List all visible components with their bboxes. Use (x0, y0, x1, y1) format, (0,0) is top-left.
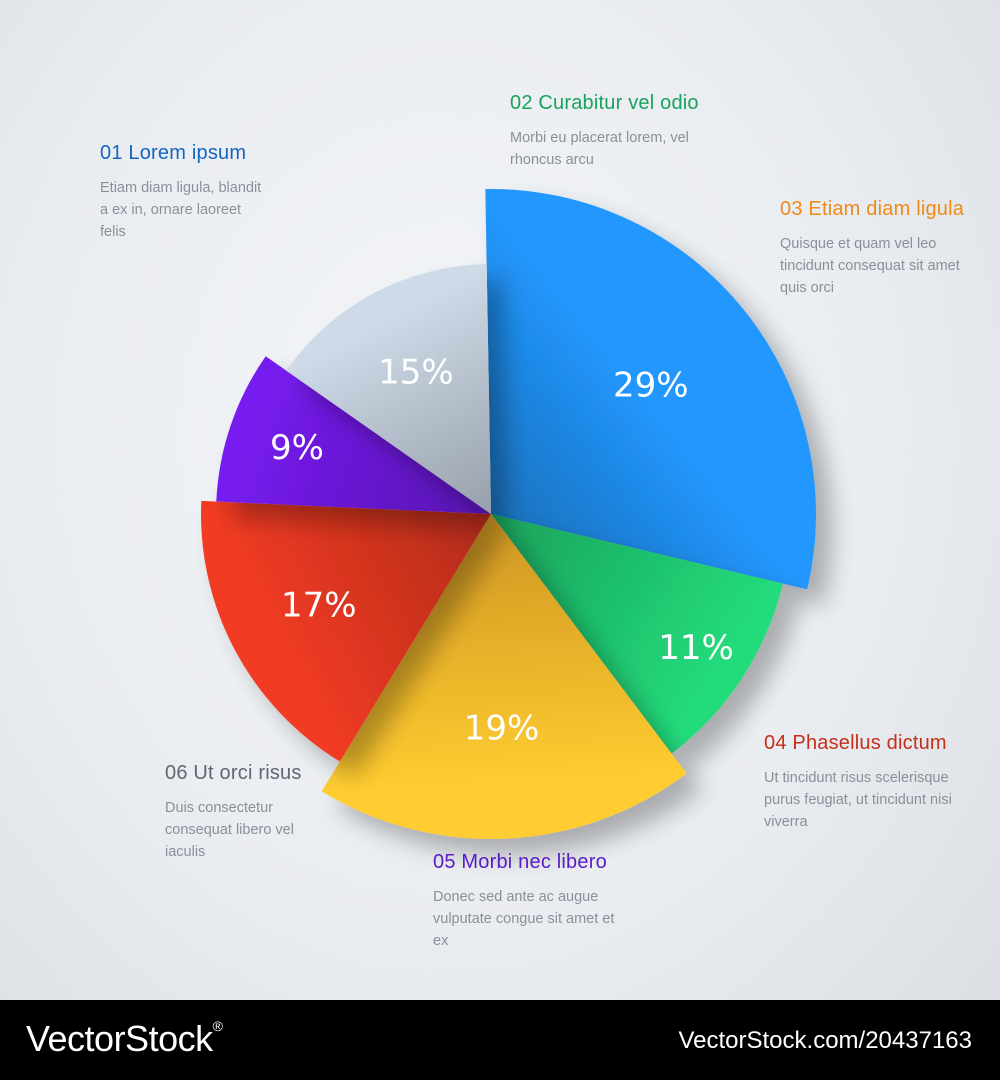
watermark-id: VectorStock.com/20437163 (678, 1027, 972, 1054)
legend-title: 05 Morbi nec libero (433, 851, 607, 873)
legend-description: Duis consectetur consequat libero vel ia… (165, 800, 294, 860)
legend-item-04: 04 Phasellus dictum Ut tincidunt risus s… (764, 732, 1000, 833)
legend-item-03: 03 Etiam diam ligula Quisque et quam vel… (780, 198, 1000, 299)
legend-title: 01 Lorem ipsum (100, 142, 247, 164)
legend-description: Etiam diam ligula, blandit a ex in, orna… (100, 180, 262, 240)
legend-title: 06 Ut orci risus (165, 762, 302, 784)
slice-value-label-1: 29% (613, 366, 689, 406)
pie-slice-1 (485, 189, 816, 590)
legend-description: Donec sed ante ac augue vulputate congue… (433, 889, 615, 949)
slice-value-label-6: 15% (378, 353, 454, 393)
slice-value-label-2: 11% (658, 628, 734, 668)
pie-slice-3 (321, 514, 687, 839)
legend-title: 03 Etiam diam ligula (780, 198, 965, 220)
legend-title: 02 Curabitur vel odio (510, 92, 699, 114)
pie-slice-5 (216, 356, 492, 514)
slice-value-label-3: 19% (464, 709, 540, 749)
legend-item-06: 06 Ut orci risus Duis consectetur conseq… (165, 762, 465, 863)
slice-value-label-4: 17% (281, 586, 357, 626)
pie-slice-6 (286, 264, 491, 514)
watermark-bar: VectorStock® VectorStock.com/20437163 (0, 1000, 1000, 1080)
watermark-logo-text: VectorStock (26, 1018, 213, 1059)
pie-slice-2 (491, 514, 783, 754)
slice-value-label-5: 9% (270, 428, 324, 468)
pie-chart: 29% 11% 19% 17% 9% 15% (201, 189, 816, 839)
legend-item-05: 05 Morbi nec libero Donec sed ante ac au… (433, 851, 733, 952)
legend-description: Ut tincidunt risus scelerisque purus feu… (764, 770, 952, 830)
legend-description: Quisque et quam vel leo tincidunt conseq… (780, 236, 960, 296)
registered-mark: ® (212, 1018, 223, 1034)
pie-slice-4 (201, 500, 492, 762)
legend-item-01: 01 Lorem ipsum Etiam diam ligula, blandi… (100, 142, 400, 243)
legend-item-02: 02 Curabitur vel odio Morbi eu placerat … (510, 92, 810, 171)
legend-description: Morbi eu placerat lorem, vel rhoncus arc… (510, 130, 689, 168)
legend-title: 04 Phasellus dictum (764, 732, 947, 754)
watermark-logo: VectorStock® (26, 1018, 223, 1060)
